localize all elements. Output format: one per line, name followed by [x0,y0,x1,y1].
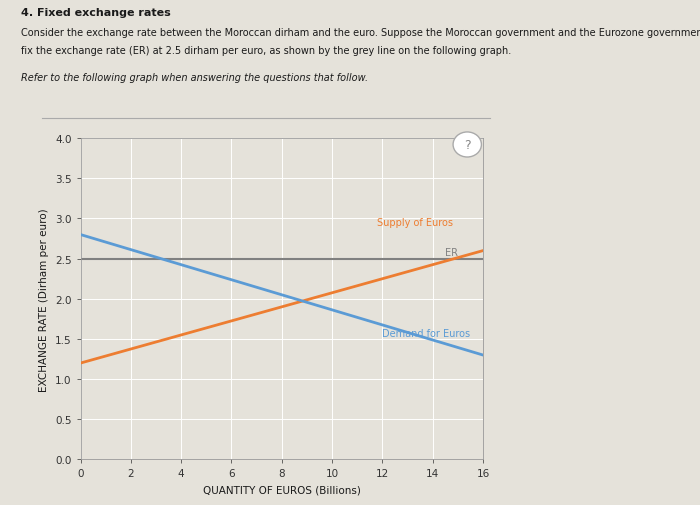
Text: Refer to the following graph when answering the questions that follow.: Refer to the following graph when answer… [21,73,368,83]
Text: 4. Fixed exchange rates: 4. Fixed exchange rates [21,8,171,18]
Text: fix the exchange rate (ER) at 2.5 dirham per euro, as shown by the grey line on : fix the exchange rate (ER) at 2.5 dirham… [21,45,511,56]
Y-axis label: EXCHANGE RATE (Dirham per euro): EXCHANGE RATE (Dirham per euro) [39,208,49,391]
X-axis label: QUANTITY OF EUROS (Billions): QUANTITY OF EUROS (Billions) [203,484,360,494]
Circle shape [453,133,482,158]
Text: ?: ? [464,139,470,151]
Text: Consider the exchange rate between the Moroccan dirham and the euro. Suppose the: Consider the exchange rate between the M… [21,28,700,38]
Text: Supply of Euros: Supply of Euros [377,218,454,228]
Text: Demand for Euros: Demand for Euros [382,328,470,338]
Text: ER: ER [445,248,458,258]
